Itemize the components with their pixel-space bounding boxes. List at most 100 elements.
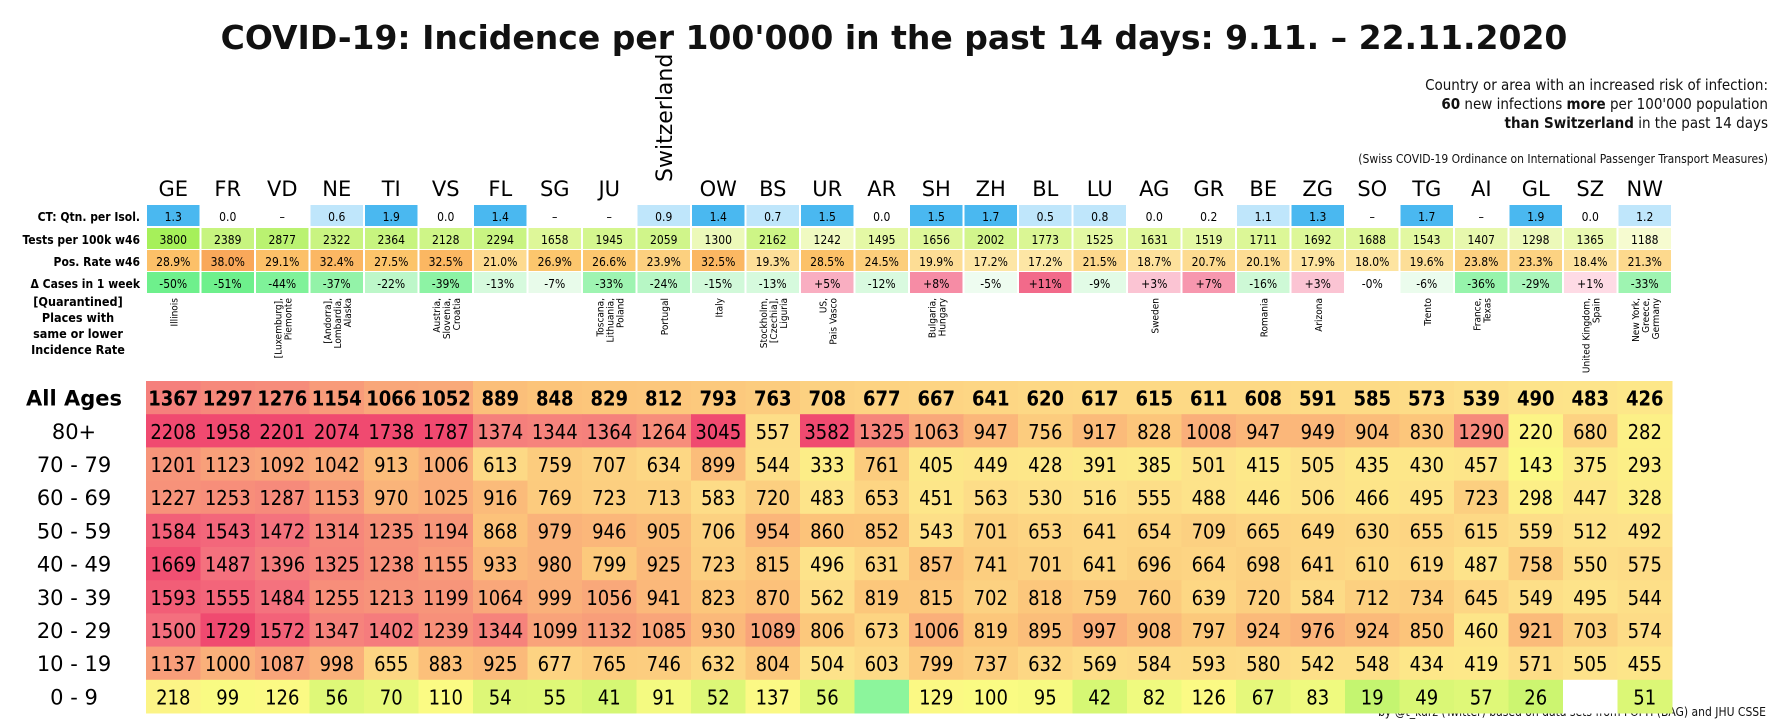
heatmap-value: 1738 [368,420,414,444]
heatmap-value: 19 [1361,685,1384,709]
heatmap-value: 756 [1028,420,1062,444]
info-cell-value: -5% [980,277,1001,291]
heatmap-value: 293 [1628,453,1662,477]
place-name: Liguria [779,298,790,329]
info-cell-bg [419,272,472,293]
heatmap-value: 571 [1519,652,1553,676]
heatmap-cell [1454,513,1509,548]
heatmap-cell [854,613,910,648]
heatmap-cell [745,513,801,548]
info-cell-bg [583,250,636,271]
heatmap-cell [200,447,256,482]
risk-note-line3: than Switzerland in the past 14 days [1504,114,1768,132]
place-name: Germany [1651,297,1662,339]
info-row-label: Pos. Rate w46 [54,255,140,269]
heatmap-cell [963,547,1019,581]
info-cell-bg [1564,272,1617,293]
place-name: New York, [1631,298,1642,342]
column-header-ge: GE [158,177,188,201]
heatmap-cell [146,381,201,415]
risk-note-line1: Country or area with an increased risk o… [1425,76,1768,94]
info-cell-value: -37% [323,277,351,291]
heatmap-value: 593 [1192,652,1226,676]
heatmap-value: 1052 [421,387,471,411]
info-cell-bg [147,272,200,293]
heatmap-value: 1064 [477,586,523,610]
heatmap-value: 677 [863,387,901,411]
heatmap-value: 619 [1410,553,1444,577]
heatmap-value: 823 [701,586,735,610]
heatmap-cell [1181,580,1237,614]
info-cell-bg [1346,272,1399,293]
heatmap-value: 1153 [314,486,360,510]
heatmap-value: 703 [1573,619,1607,643]
heatmap-value: 925 [483,652,517,676]
heatmap-cell [1617,580,1673,614]
heatmap-cell [309,447,365,482]
info-cell-value: 1519 [1195,233,1223,247]
heatmap-cell [1072,447,1128,482]
heatmap-cell [691,480,746,515]
heatmap-value: 67 [1252,685,1275,709]
heatmap-cell [854,547,910,581]
heatmap-cell [909,580,964,614]
heatmap-cell [1617,480,1673,515]
heatmap-cell [1072,381,1128,415]
heatmap-cell [1236,447,1291,482]
heatmap-cell [1563,513,1618,548]
heatmap-cell [745,480,801,515]
heatmap-cell [1345,646,1400,681]
info-cell-value: 21.0% [483,255,517,269]
heatmap-cell [1018,613,1073,648]
heatmap-cell [800,480,855,515]
heatmap-value: 1155 [423,553,469,577]
heatmap-value: 707 [592,453,626,477]
heatmap-cell [1290,547,1346,581]
info-cell-value: 20.1% [1246,255,1280,269]
heatmap-cell [636,381,692,415]
heatmap-value: 630 [1355,519,1389,543]
heatmap-value: 765 [592,652,626,676]
info-cell-value: 1656 [923,233,951,247]
heatmap-value: 1137 [150,652,196,676]
heatmap-value: 54 [489,685,512,709]
heatmap-cell [854,679,910,714]
column-header-ai: AI [1471,177,1492,201]
heatmap-cell [1563,646,1618,681]
info-cell-value: +5% [814,277,840,291]
info-cell-bg [637,228,690,249]
heatmap-value: 501 [1192,453,1226,477]
info-cell-bg [1182,272,1235,293]
heatmap-cell [909,381,964,415]
heatmap-cell [1018,679,1073,714]
heatmap-value: 3045 [695,420,741,444]
heatmap-value: 1367 [148,387,198,411]
heatmap-value: 654 [1137,519,1171,543]
heatmap-value: 997 [1083,619,1117,643]
heatmap-cell [691,646,746,681]
info-cell-value: 18.0% [1355,255,1389,269]
heatmap-value: 701 [974,519,1008,543]
heatmap-value: 42 [1088,685,1111,709]
heatmap-cell [854,414,910,448]
heatmap-cell [1181,679,1237,714]
info-cell-bg [365,250,418,271]
info-cell-bg [147,228,200,249]
heatmap-cell [364,447,419,482]
info-cell-bg [1237,272,1290,293]
heatmap-cell [1617,414,1673,448]
heatmap-value: 542 [1301,652,1335,676]
places-label-line: same or lower [33,326,123,341]
heatmap-cell [636,414,692,448]
heatmap-value: 490 [1517,387,1555,411]
heatmap-value: 848 [536,387,574,411]
places-label-line: [Quarantined] [33,294,123,309]
heatmap-value: 1290 [1458,420,1504,444]
info-cell-value: 0.5 [1037,210,1054,224]
heatmap-value: 829 [590,387,628,411]
heatmap-cell [200,513,256,548]
info-cell-value: 2364 [378,233,406,247]
info-cell-bg [692,205,745,226]
info-cell-bg [692,228,745,249]
info-cell-value: 1365 [1577,233,1604,247]
